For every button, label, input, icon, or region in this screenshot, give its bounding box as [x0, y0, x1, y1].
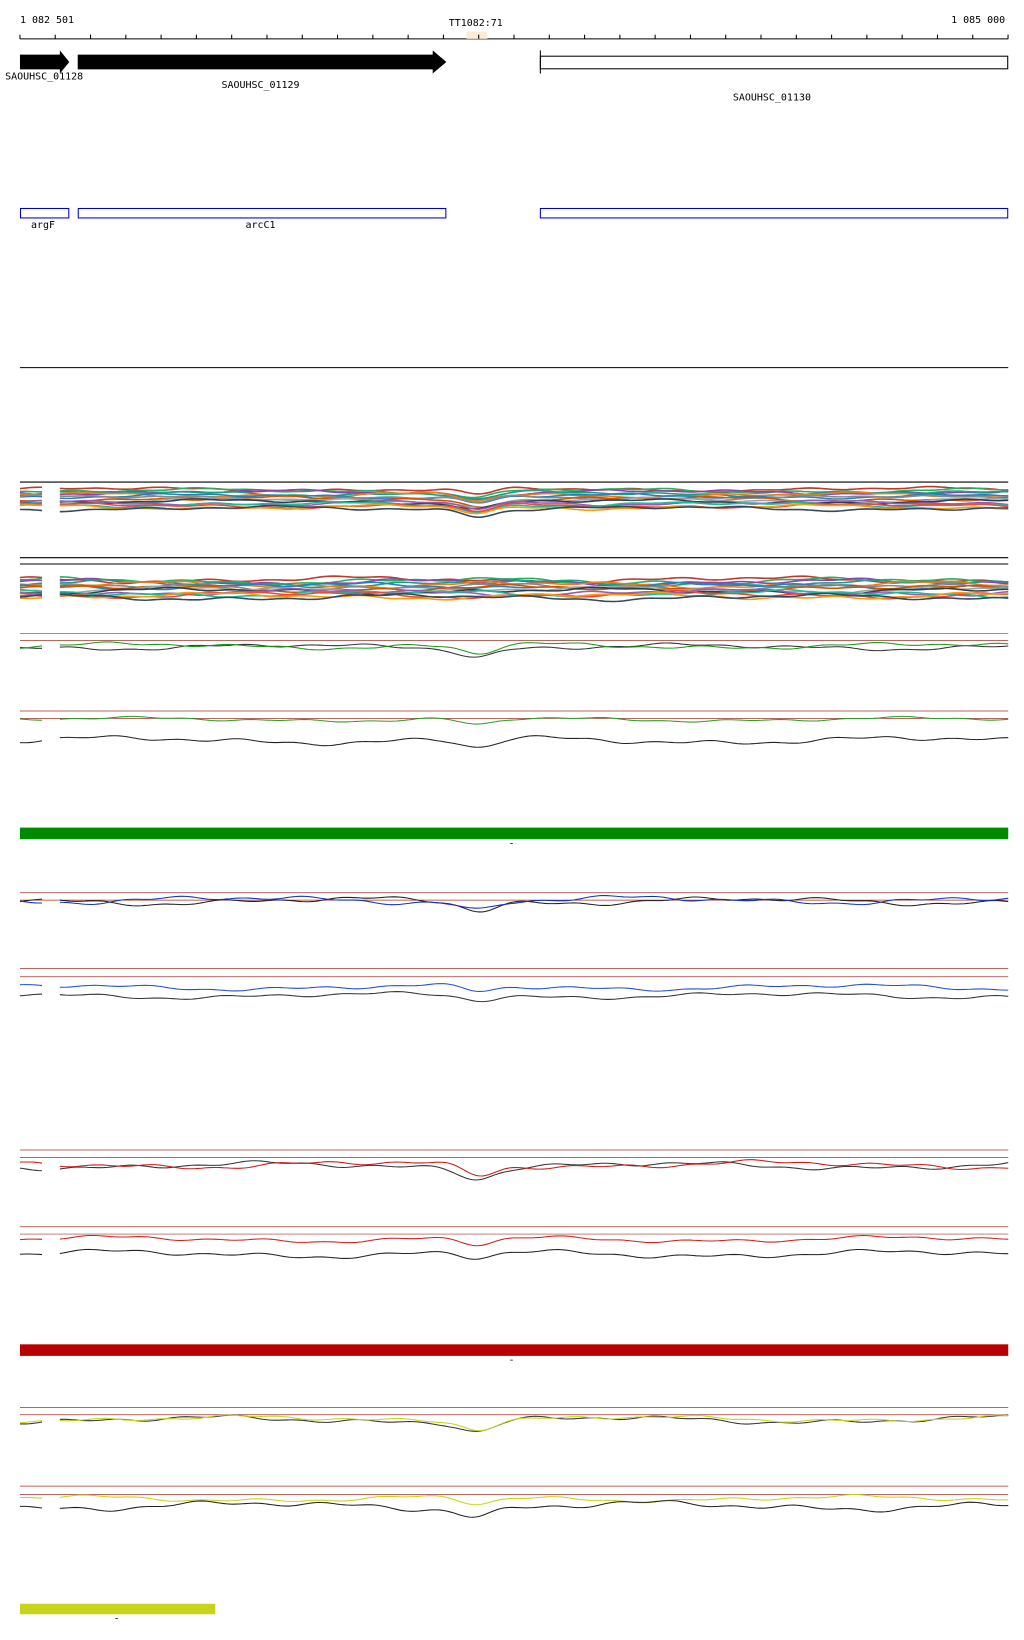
- coverage-line: [19, 645, 43, 649]
- track-bar: [19, 827, 1009, 840]
- coverage-line: [59, 1414, 1009, 1432]
- track-marker: -: [114, 1613, 120, 1624]
- coverage-line: [59, 502, 1009, 513]
- coverage-line: [19, 1421, 43, 1425]
- coverage-line: [59, 991, 1009, 1003]
- coverage-line: [19, 1238, 43, 1241]
- coverage-line: [19, 494, 43, 498]
- coverage-line: [19, 740, 43, 744]
- feature-box: [19, 207, 70, 219]
- coverage-line: [19, 486, 43, 490]
- ruler-end: 1 085 000: [951, 15, 1005, 26]
- coverage-line: [19, 577, 43, 581]
- coverage-line: [19, 576, 43, 579]
- gene-arrow: [77, 50, 447, 74]
- coverage-line: [19, 508, 43, 512]
- coverage-line: [59, 1494, 1009, 1506]
- coverage-line: [59, 504, 1009, 519]
- coverage-line: [59, 583, 1009, 594]
- coverage-line: [19, 718, 43, 721]
- coverage-line: [59, 1235, 1009, 1247]
- gene-box: [539, 55, 1009, 70]
- coverage-line: [59, 1500, 1009, 1518]
- coverage-line: [59, 983, 1009, 992]
- gene-label: SAOUHSC_01130: [733, 93, 811, 104]
- coverage-line: [59, 1248, 1009, 1260]
- ruler-marker: TT1082:71: [449, 18, 503, 29]
- coverage-line: [59, 498, 1009, 510]
- coverage-line: [19, 585, 43, 589]
- ruler-start: 1 082 501: [20, 15, 74, 26]
- coverage-line: [59, 1159, 1009, 1177]
- track-marker: -: [508, 1355, 514, 1366]
- marker-highlight: [466, 31, 488, 39]
- coverage-line: [59, 1160, 1009, 1181]
- coverage-line: [59, 592, 1009, 603]
- track-marker: -: [508, 838, 514, 849]
- coverage-line: [19, 579, 43, 583]
- coverage-line: [19, 593, 43, 598]
- features: argF arcC1: [19, 207, 1009, 231]
- coverage-line: [59, 896, 1009, 913]
- gene-arrow: [19, 50, 70, 74]
- coverage-line: [19, 592, 43, 595]
- coverage-line: [59, 715, 1009, 725]
- coverage-line: [19, 596, 43, 600]
- coverage-line: [59, 735, 1009, 748]
- coverage-line: [19, 1253, 43, 1256]
- coverage-line: [59, 1414, 1009, 1432]
- coverage-line: [19, 499, 43, 503]
- track-bar: [19, 1603, 216, 1615]
- coverage-line: [19, 1505, 43, 1509]
- coverage-line: [19, 900, 43, 904]
- feature-box: [77, 207, 447, 219]
- coverage-line: [19, 495, 43, 498]
- coverage-line: [19, 1420, 43, 1424]
- track-bar: [19, 1344, 1009, 1356]
- genes: SAOUHSC_01128 SAOUHSC_01129 SAOUHSC_0113…: [5, 50, 1009, 104]
- coverage-line: [19, 1167, 43, 1172]
- coverage-line: [59, 895, 1009, 909]
- coverage-line: [19, 984, 43, 987]
- feature-label: arcC1: [245, 220, 275, 231]
- gene-label: SAOUHSC_01128: [5, 72, 83, 83]
- coverage-line: [19, 1496, 43, 1499]
- coverage-line: [59, 641, 1009, 655]
- gene-label: SAOUHSC_01129: [221, 80, 299, 91]
- coverage-line: [59, 578, 1009, 589]
- tracks: [19, 34, 1009, 1518]
- feature-label: argF: [31, 220, 55, 231]
- coverage-line: [19, 588, 43, 593]
- coverage-line: [19, 1161, 43, 1164]
- coverage-line: [59, 642, 1009, 658]
- coverage-line: [19, 993, 43, 997]
- feature-box: [539, 207, 1009, 219]
- coverage-line: [59, 591, 1009, 601]
